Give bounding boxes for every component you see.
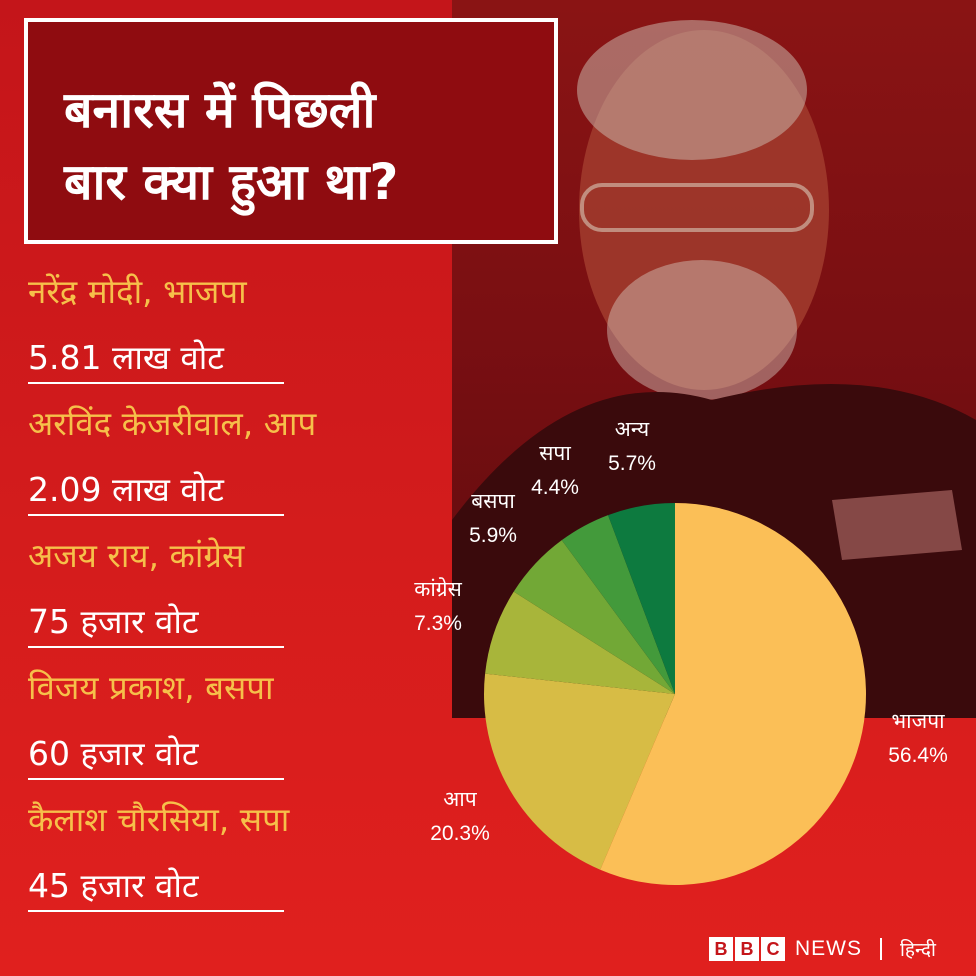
candidate-row: कैलाश चौरसिया, सपा [28, 790, 448, 856]
bbc-news-hindi-logo: B B C NEWS हिन्दी [709, 934, 936, 964]
slice-value-label: 4.4% [531, 476, 579, 499]
vote-count: 2.09 लाख वोट [28, 470, 224, 509]
slice-value-label: 20.3% [430, 822, 490, 845]
bbc-logo-letter: B [735, 937, 759, 961]
candidate-name: अरविंद केजरीवाल, आप [28, 404, 317, 443]
candidate-row: नरेंद्र मोदी, भाजपा [28, 262, 448, 328]
slice-label: कांग्रेस [414, 577, 462, 601]
slice-value-label: 56.4% [888, 744, 948, 767]
bbc-logo-letter: B [709, 937, 733, 961]
slice-label: बसपा [471, 490, 515, 513]
bbc-logo-letter: C [761, 937, 785, 961]
divider [28, 382, 284, 384]
candidate-name: अजय राय, कांग्रेस [28, 536, 245, 575]
pie-slice [600, 503, 867, 886]
pie-slice [608, 503, 675, 694]
language-label: हिन्दी [900, 939, 936, 961]
slice-label: भाजपा [891, 710, 945, 733]
slice-value-label: 7.3% [414, 612, 462, 635]
votes-row: 2.09 लाख वोट [28, 460, 448, 526]
candidate-row: अजय राय, कांग्रेस [28, 526, 448, 592]
candidate-name: नरेंद्र मोदी, भाजपा [28, 272, 247, 311]
slice-label: सपा [539, 442, 571, 465]
vote-count: 45 हजार वोट [28, 866, 199, 905]
candidate-name: कैलाश चौरसिया, सपा [28, 800, 290, 839]
candidate-row: अरविंद केजरीवाल, आप [28, 394, 448, 460]
title-box: बनारस में पिछली बार क्या हुआ था? [24, 18, 558, 244]
slice-label: आप [443, 788, 477, 811]
pie-slice [513, 540, 675, 694]
leader-portrait-illustration [452, 20, 976, 718]
votes-row: 45 हजार वोट [28, 856, 448, 922]
vote-count: 5.81 लाख वोट [28, 338, 224, 377]
vote-count: 60 हजार वोट [28, 734, 199, 773]
vote-count: 75 हजार वोट [28, 602, 199, 641]
divider [28, 910, 284, 912]
candidate-name: विजय प्रकाश, बसपा [28, 668, 274, 707]
leader-photo [452, 0, 976, 718]
candidate-row: विजय प्रकाश, बसपा [28, 658, 448, 724]
pie-slice [485, 591, 675, 694]
divider [28, 514, 284, 516]
votes-row: 75 हजार वोट [28, 592, 448, 658]
votes-row: 5.81 लाख वोट [28, 328, 448, 394]
results-list: नरेंद्र मोदी, भाजपा 5.81 लाख वोट अरविंद … [28, 262, 448, 922]
divider [28, 778, 284, 780]
news-label: NEWS [795, 937, 862, 960]
votes-row: 60 हजार वोट [28, 724, 448, 790]
page-title: बनारस में पिछली बार क्या हुआ था? [64, 81, 399, 211]
slice-value-label: 5.7% [608, 452, 656, 475]
pie-slice [484, 673, 675, 870]
divider [28, 646, 284, 648]
footer-separator [880, 938, 882, 960]
slice-value-label: 5.9% [469, 524, 517, 547]
slice-label: अन्य [615, 418, 650, 441]
pie-slice [561, 515, 675, 694]
